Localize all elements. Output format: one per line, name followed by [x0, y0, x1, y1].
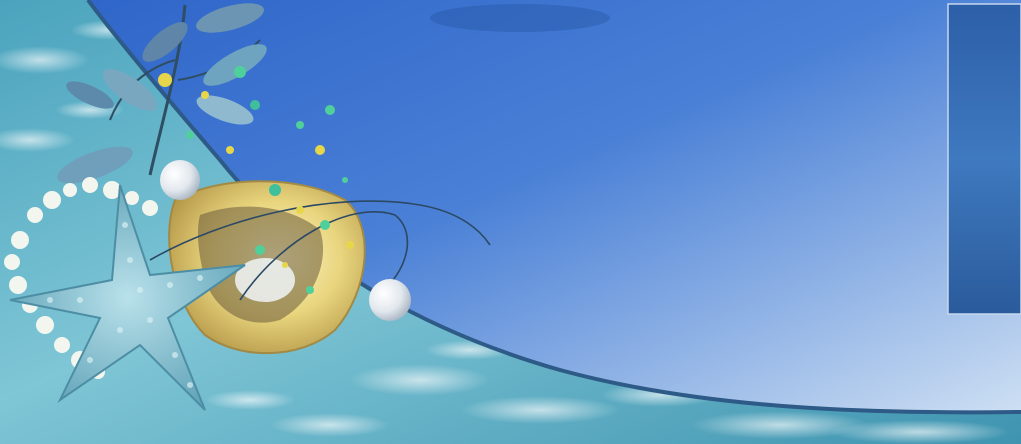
- leaf-sprig-icon: [57, 3, 267, 184]
- decorative-swirl: [149, 200, 491, 301]
- blue-curved-panel: [88, 0, 1021, 413]
- water-inset-border: [947, 3, 1021, 315]
- pearl-icon: [369, 279, 411, 321]
- water-inset-icon: [948, 4, 1021, 314]
- flower-garland: [4, 177, 158, 379]
- pearl-icon: [160, 160, 200, 200]
- fish-shadow: [430, 4, 610, 32]
- starfish-icon: [9, 184, 246, 411]
- bubbles: [158, 66, 354, 294]
- panel-curve-edge: [86, 0, 1021, 415]
